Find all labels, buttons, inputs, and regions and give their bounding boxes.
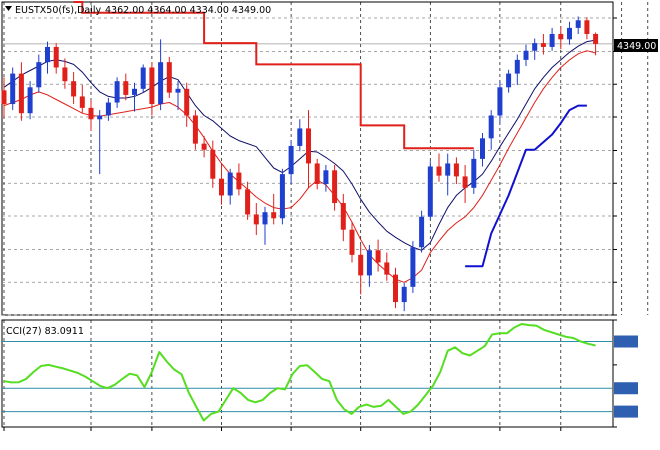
candle-body — [62, 67, 68, 82]
cci-panel-frame — [1, 319, 614, 428]
candle-body — [36, 62, 42, 88]
candle-body — [558, 33, 564, 40]
candle-body — [436, 166, 442, 176]
ohlc-values: 4362.00 4364.00 4334.00 4349.00 — [105, 5, 271, 16]
candle-body — [488, 115, 494, 139]
candle-body — [245, 189, 251, 215]
candle-body — [175, 88, 181, 93]
candle-body — [71, 81, 77, 97]
candle-body — [358, 254, 364, 276]
candle-body — [375, 250, 381, 263]
candle-body — [297, 128, 303, 146]
candle-body — [332, 170, 338, 204]
last-price-badge — [614, 39, 658, 52]
candle-body — [227, 172, 233, 196]
cci-level-badge — [614, 335, 638, 348]
candle-body — [480, 138, 485, 159]
candle-body — [166, 62, 172, 93]
candle-body — [114, 81, 120, 103]
candle-body — [192, 115, 198, 144]
candle-body — [314, 163, 320, 185]
cci-level-badge — [614, 405, 638, 418]
candle-body — [349, 229, 355, 255]
candle-body — [506, 73, 512, 88]
candle-body — [10, 73, 16, 105]
price-panel-frame — [1, 1, 614, 316]
candle-body — [149, 67, 155, 105]
candle-body — [497, 87, 503, 116]
candle-body — [262, 212, 268, 225]
last-price-label: 4349.00 — [617, 41, 656, 52]
candle-body — [532, 43, 538, 51]
candle-body — [79, 96, 85, 108]
moving-averages — [3, 39, 596, 283]
cci-line — [3, 323, 596, 422]
candle-body — [288, 145, 294, 175]
ma-fast-line — [3, 50, 596, 283]
dropdown-triangle-icon[interactable] — [5, 6, 12, 11]
candle-body — [88, 107, 94, 120]
candle-body — [210, 149, 216, 179]
candle-body — [18, 73, 24, 114]
candle-body — [158, 62, 164, 105]
candle-body — [236, 172, 242, 190]
candle-body — [471, 158, 477, 188]
candle-body — [340, 203, 346, 230]
candle-body — [453, 163, 459, 177]
candle-body — [523, 50, 529, 60]
stop-down-line — [73, 1, 474, 150]
candle-body — [393, 274, 398, 303]
candle-body — [575, 20, 581, 28]
cci-axis — [613, 319, 638, 428]
candle-body — [593, 33, 599, 44]
candle-body — [540, 43, 546, 47]
candle-body — [279, 174, 285, 219]
candle-body — [567, 27, 572, 40]
candle-body — [462, 176, 468, 188]
cci-level-badge — [614, 382, 638, 395]
candle-body — [366, 250, 372, 276]
candle-body — [140, 67, 146, 89]
candle-body — [105, 102, 111, 116]
symbol-info: EUSTX50(fs),Daily — [15, 5, 102, 16]
stop-lines — [73, 1, 587, 268]
candle-body — [384, 262, 390, 275]
candle-body — [45, 46, 50, 63]
candle-body — [410, 247, 416, 287]
candle-body — [306, 128, 311, 164]
candle-body — [97, 115, 103, 120]
candle-body — [323, 170, 329, 185]
ma-slow-line — [3, 39, 596, 251]
candle-body — [219, 178, 224, 196]
y-axis — [613, 17, 617, 316]
cci-line-group — [3, 323, 596, 422]
candles — [1, 16, 599, 312]
candle-body — [271, 212, 277, 219]
stop-up-line — [465, 104, 587, 268]
x-axis — [3, 427, 562, 431]
candle-body — [123, 81, 129, 95]
grid — [2, 2, 649, 427]
candle-body — [201, 143, 207, 150]
candle-body — [53, 46, 59, 68]
candle-body — [132, 88, 137, 95]
candle-body — [427, 166, 433, 217]
candle-body — [419, 216, 425, 248]
candle-body — [401, 286, 407, 303]
candle-body — [445, 163, 451, 176]
candle-body — [253, 214, 259, 225]
candle-body — [27, 87, 33, 114]
candle-body — [1, 90, 7, 105]
candle-body — [184, 88, 190, 116]
cci-levels — [2, 340, 613, 413]
candle-body — [514, 59, 520, 74]
cci-title: CCI(27) 83.0911 — [6, 326, 84, 337]
candle-body — [549, 33, 555, 47]
candle-body — [584, 20, 590, 34]
